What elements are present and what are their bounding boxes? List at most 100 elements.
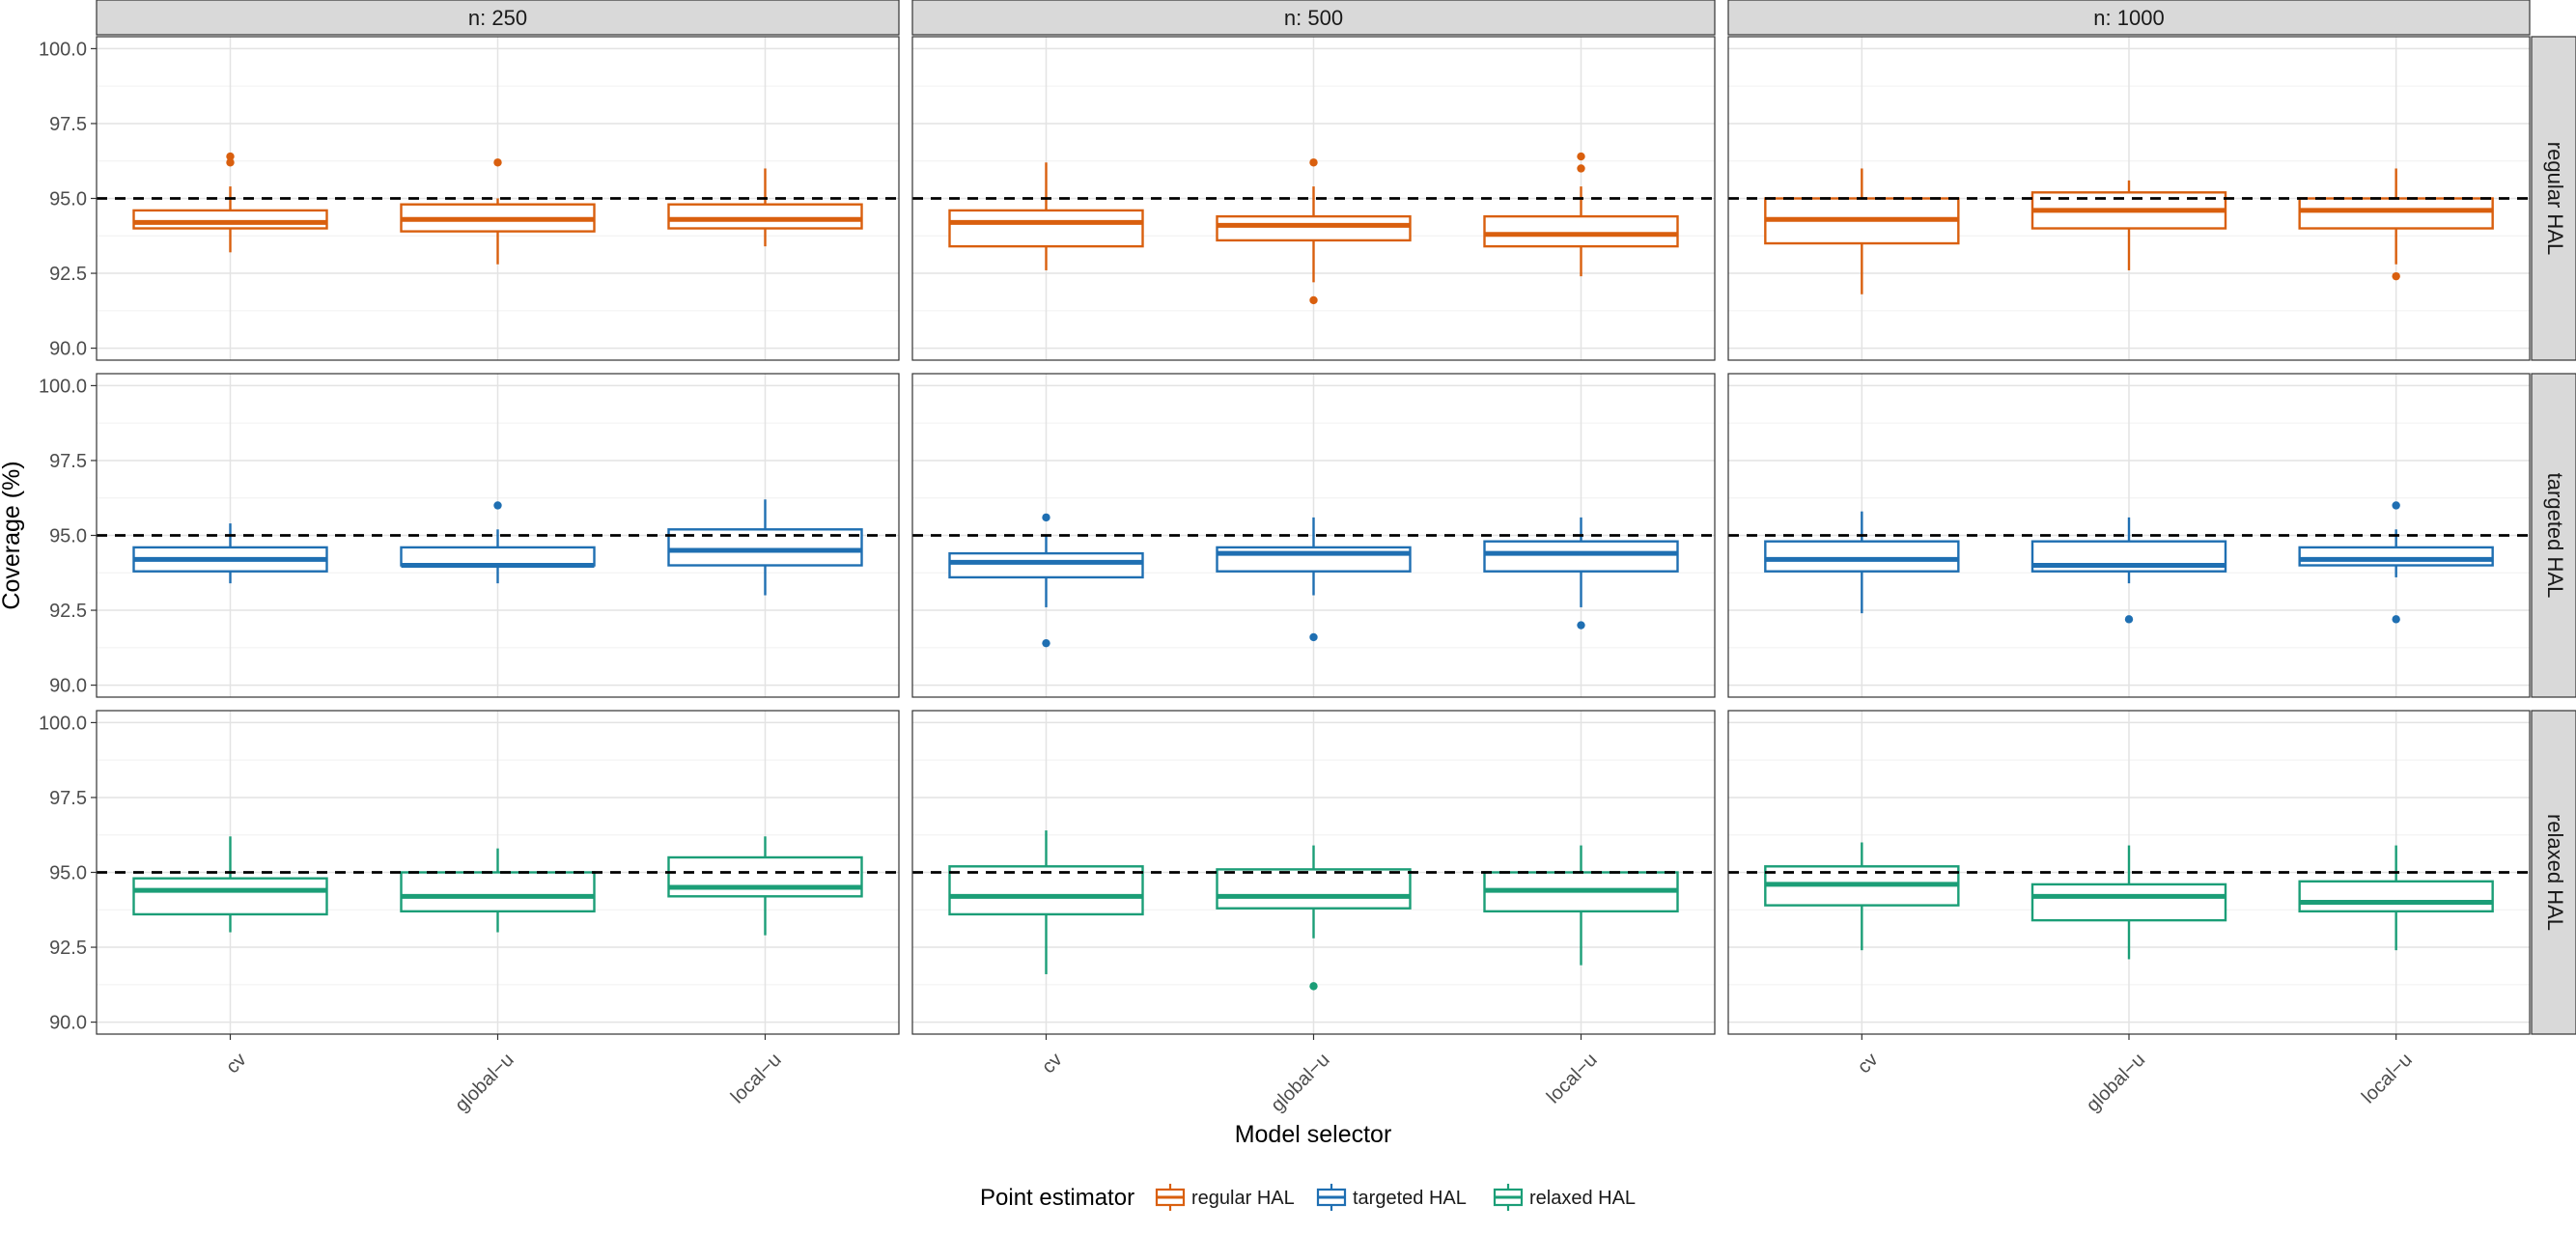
panel-regular-hal-n-1000 [1727, 36, 2531, 361]
panel-regular-hal-n-250 [96, 36, 900, 361]
box-local-u [2298, 501, 2494, 624]
outlier-point [1309, 158, 1318, 167]
x-tick-label: global−u [1267, 1050, 1333, 1116]
box-cv [948, 162, 1144, 270]
box-cv [948, 513, 1144, 648]
y-tick-label: 92.5 [49, 264, 87, 285]
legend: Point estimator regular HAL targeted HAL re… [980, 1184, 1636, 1211]
box-local-u [667, 168, 863, 247]
y-tick-label: 97.5 [49, 114, 87, 135]
box-cv [1764, 168, 1960, 294]
x-tick-label: cv [1038, 1050, 1067, 1079]
box-global-u [400, 501, 596, 584]
y-axis-relaxed-hal: 90.0 92.5 95.0 97.5 100.0 [39, 713, 97, 1034]
box-local-u [1483, 152, 1679, 277]
y-tick-label: 92.5 [49, 938, 87, 959]
box-cv [132, 523, 328, 584]
panel-relaxed-hal-n-250 [96, 710, 900, 1035]
box-global-u [2030, 845, 2227, 960]
panel-regular-hal-n-500 [911, 36, 1716, 361]
outlier-point [226, 152, 235, 161]
box-body [2298, 546, 2494, 567]
legend-item-relaxed-hal: relaxed HAL [1493, 1184, 1636, 1211]
box-body [1764, 540, 1960, 573]
x-tick-label: cv [1854, 1050, 1883, 1079]
outlier-point [2392, 615, 2400, 624]
column-strip-label: n: 1000 [2093, 6, 2164, 30]
box-global-u [2030, 517, 2227, 624]
column-strip-background [96, 0, 900, 36]
box-body [132, 209, 328, 230]
row-strip-label: relaxed HAL [2543, 814, 2567, 931]
box-global-u [1216, 845, 1412, 991]
box-local-u [667, 836, 863, 936]
outlier-point [1042, 638, 1050, 648]
box-global-u [400, 848, 596, 933]
outlier-point [1577, 164, 1585, 173]
panel-relaxed-hal-n-500 [911, 710, 1716, 1035]
panel-border [911, 373, 1716, 698]
box-body [948, 551, 1144, 579]
column-strip-n-1000: n: 1000 [1727, 0, 2531, 36]
box-local-u [1483, 517, 1679, 630]
y-tick-label: 90.0 [49, 676, 87, 697]
box-body [2298, 880, 2494, 913]
legend-title: Point estimator [980, 1185, 1134, 1211]
column-strip-label: n: 500 [1284, 6, 1343, 30]
box-body [1483, 540, 1679, 573]
y-tick-label: 95.0 [49, 526, 87, 547]
y-axis-regular-hal: 90.0 92.5 95.0 97.5 100.0 [39, 39, 97, 360]
outlier-point [1309, 632, 1318, 642]
panel-targeted-hal-n-500 [911, 373, 1716, 698]
x-tick-label: global−u [2083, 1050, 2149, 1116]
x-tick-label: local−u [1543, 1050, 1602, 1108]
column-strip-label: n: 250 [468, 6, 527, 30]
box-global-u [400, 158, 596, 265]
x-axis-n-250: cv global−u local−u [222, 1034, 786, 1116]
box-body [400, 871, 596, 913]
x-tick-label: global−u [451, 1050, 518, 1116]
outlier-point [1309, 982, 1318, 991]
box-local-u [2298, 168, 2494, 281]
box-body [132, 877, 328, 916]
outlier-point [2392, 271, 2400, 281]
box-body [2298, 197, 2494, 230]
outlier-point [2124, 615, 2134, 624]
y-tick-label: 97.5 [49, 788, 87, 809]
x-axis-n-1000: cv global−u local−u [1854, 1034, 2417, 1116]
panel-border [1727, 373, 2531, 698]
box-body [400, 546, 596, 567]
panel-relaxed-hal-n-1000 [1727, 710, 2531, 1035]
box-local-u [1483, 845, 1679, 966]
legend-item-targeted-hal: targeted HAL [1316, 1184, 1467, 1211]
panel-border [911, 36, 1716, 361]
row-strip-background [2531, 373, 2576, 698]
x-tick-label: local−u [2358, 1050, 2417, 1108]
y-tick-label: 100.0 [39, 713, 87, 734]
legend-item-label: targeted HAL [1353, 1188, 1467, 1209]
x-tick-label: cv [222, 1050, 251, 1079]
outlier-point [1577, 152, 1585, 161]
panel-targeted-hal-n-1000 [1727, 373, 2531, 698]
box-cv [1764, 511, 1960, 614]
outlier-point [493, 158, 502, 167]
box-cv [132, 836, 328, 933]
row-strip-label: regular HAL [2543, 142, 2567, 255]
outlier-point [226, 158, 235, 167]
y-axis-title: Coverage (%) [0, 461, 25, 609]
x-tick-label: local−u [727, 1050, 786, 1108]
column-strip-n-500: n: 500 [911, 0, 1716, 36]
box-body [667, 203, 863, 230]
y-tick-label: 90.0 [49, 339, 87, 360]
column-strip-background [911, 0, 1716, 36]
box-body [2030, 883, 2227, 922]
y-tick-label: 97.5 [49, 451, 87, 472]
box-body [1216, 868, 1412, 910]
row-strip-background [2531, 36, 2576, 361]
outlier-point [1309, 295, 1318, 305]
y-axis-targeted-hal: 90.0 92.5 95.0 97.5 100.0 [39, 376, 97, 697]
box-cv [132, 152, 328, 253]
box-global-u [1216, 517, 1412, 642]
outlier-point [1042, 513, 1050, 522]
